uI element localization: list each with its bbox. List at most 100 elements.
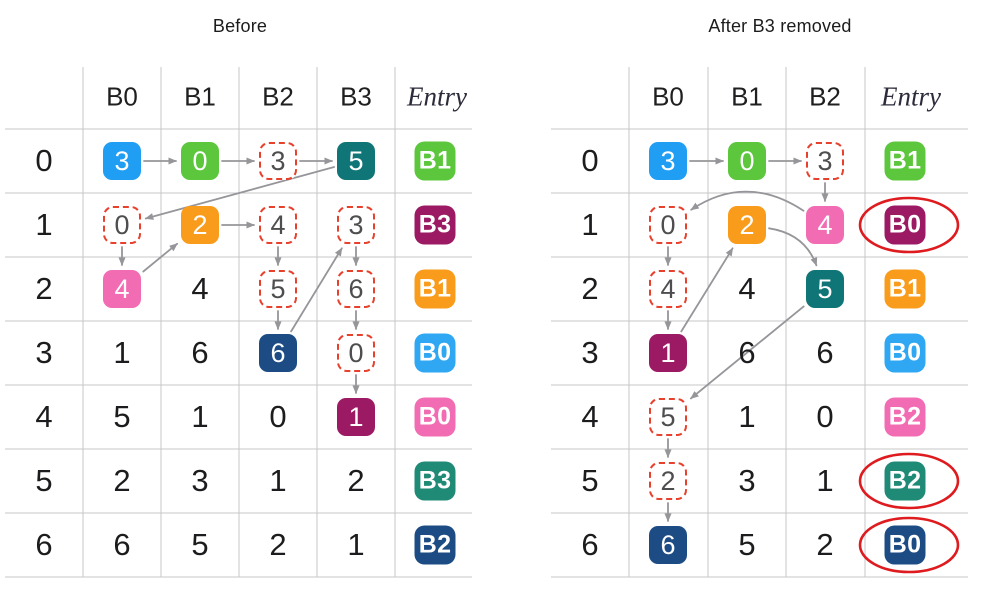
cell-chip-filled: 3 xyxy=(649,142,687,180)
cell-value: 2 xyxy=(269,527,287,562)
cell-value: 0 xyxy=(816,399,834,434)
cell-chip-filled: 5 xyxy=(806,270,844,308)
entry-chip: B0 xyxy=(414,333,456,373)
highlight-ellipse xyxy=(858,196,960,254)
row-label: 6 xyxy=(581,527,599,562)
cell-chip-dashed: 0 xyxy=(649,206,687,244)
row-label: 4 xyxy=(581,399,599,434)
cell-chip-filled: 6 xyxy=(649,526,687,564)
traversal-arrow xyxy=(142,242,178,273)
cell-value: 1 xyxy=(113,335,131,370)
traversal-arrow xyxy=(690,305,805,400)
entry-chip: B2 xyxy=(884,461,926,501)
row-label: 3 xyxy=(581,335,599,370)
row-label: 2 xyxy=(35,271,53,306)
cell-chip-filled: 5 xyxy=(337,142,375,180)
diagram-title-after: After B3 removed xyxy=(708,16,852,36)
cell-value: 5 xyxy=(738,527,756,562)
entry-chip: B1 xyxy=(884,141,926,181)
traversal-arrow xyxy=(680,247,734,333)
entry-chip: B3 xyxy=(414,461,456,501)
entry-chip: B1 xyxy=(414,269,456,309)
row-label: 5 xyxy=(581,463,599,498)
cell-value: 4 xyxy=(738,271,756,306)
cell-value: 3 xyxy=(191,463,209,498)
cell-value: 2 xyxy=(816,527,834,562)
cell-value: 1 xyxy=(269,463,287,498)
cell-chip-dashed: 4 xyxy=(259,206,297,244)
cell-chip-dashed: 4 xyxy=(649,270,687,308)
cell-value: 1 xyxy=(816,463,834,498)
row-label: 4 xyxy=(35,399,53,434)
column-header: B1 xyxy=(731,81,763,112)
cell-chip-filled: 4 xyxy=(806,206,844,244)
cell-value: 0 xyxy=(269,399,287,434)
entry-column-header: Entry xyxy=(881,81,941,112)
row-label: 0 xyxy=(35,143,53,178)
cell-value: 4 xyxy=(191,271,209,306)
entry-chip: B2 xyxy=(884,397,926,437)
cell-chip-dashed: 5 xyxy=(649,398,687,436)
cell-chip-filled: 2 xyxy=(728,206,766,244)
row-label: 0 xyxy=(581,143,599,178)
highlight-ellipse xyxy=(858,452,960,510)
cell-chip-filled: 1 xyxy=(337,398,375,436)
cell-value: 6 xyxy=(113,527,131,562)
cell-chip-filled: 3 xyxy=(103,142,141,180)
diagram-title-before: Before xyxy=(212,16,268,36)
cell-value: 2 xyxy=(347,463,365,498)
cell-value: 1 xyxy=(191,399,209,434)
entry-chip: B3 xyxy=(414,205,456,245)
column-header: B2 xyxy=(809,81,841,112)
column-header: B2 xyxy=(262,81,294,112)
entry-chip: B0 xyxy=(884,525,926,565)
cell-chip-filled: 6 xyxy=(259,334,297,372)
cell-chip-filled: 0 xyxy=(181,142,219,180)
row-label: 6 xyxy=(35,527,53,562)
cell-value: 5 xyxy=(191,527,209,562)
entry-column-header: Entry xyxy=(407,81,467,112)
cell-chip-dashed: 0 xyxy=(103,206,141,244)
entry-chip: B0 xyxy=(884,333,926,373)
entry-chip: B1 xyxy=(884,269,926,309)
column-header: B3 xyxy=(340,81,372,112)
cell-value: 3 xyxy=(738,463,756,498)
cell-chip-filled: 1 xyxy=(649,334,687,372)
cell-chip-filled: 0 xyxy=(728,142,766,180)
cell-chip-dashed: 2 xyxy=(649,462,687,500)
column-header: B0 xyxy=(106,81,138,112)
cell-chip-dashed: 3 xyxy=(337,206,375,244)
column-header: B0 xyxy=(652,81,684,112)
traversal-arrow xyxy=(690,190,805,212)
cell-chip-dashed: 3 xyxy=(259,142,297,180)
highlight-ellipse xyxy=(858,516,960,574)
row-label: 5 xyxy=(35,463,53,498)
cell-value: 5 xyxy=(113,399,131,434)
cell-value: 2 xyxy=(113,463,131,498)
cell-chip-dashed: 6 xyxy=(337,270,375,308)
cell-chip-dashed: 5 xyxy=(259,270,297,308)
cell-chip-filled: 2 xyxy=(181,206,219,244)
column-header: B1 xyxy=(184,81,216,112)
row-label: 1 xyxy=(581,207,599,242)
cell-value: 1 xyxy=(347,527,365,562)
traversal-arrow xyxy=(290,247,343,333)
entry-chip: B2 xyxy=(414,525,456,565)
row-label: 2 xyxy=(581,271,599,306)
cell-chip-dashed: 0 xyxy=(337,334,375,372)
traversal-arrow xyxy=(768,227,818,267)
cell-value: 1 xyxy=(738,399,756,434)
entry-chip: B0 xyxy=(884,205,926,245)
traversal-arrow xyxy=(144,166,335,220)
cell-chip-dashed: 3 xyxy=(806,142,844,180)
cell-chip-filled: 4 xyxy=(103,270,141,308)
cell-value: 6 xyxy=(191,335,209,370)
row-label: 1 xyxy=(35,207,53,242)
row-label: 3 xyxy=(35,335,53,370)
entry-chip: B0 xyxy=(414,397,456,437)
cell-value: 6 xyxy=(738,335,756,370)
entry-chip: B1 xyxy=(414,141,456,181)
cell-value: 6 xyxy=(816,335,834,370)
